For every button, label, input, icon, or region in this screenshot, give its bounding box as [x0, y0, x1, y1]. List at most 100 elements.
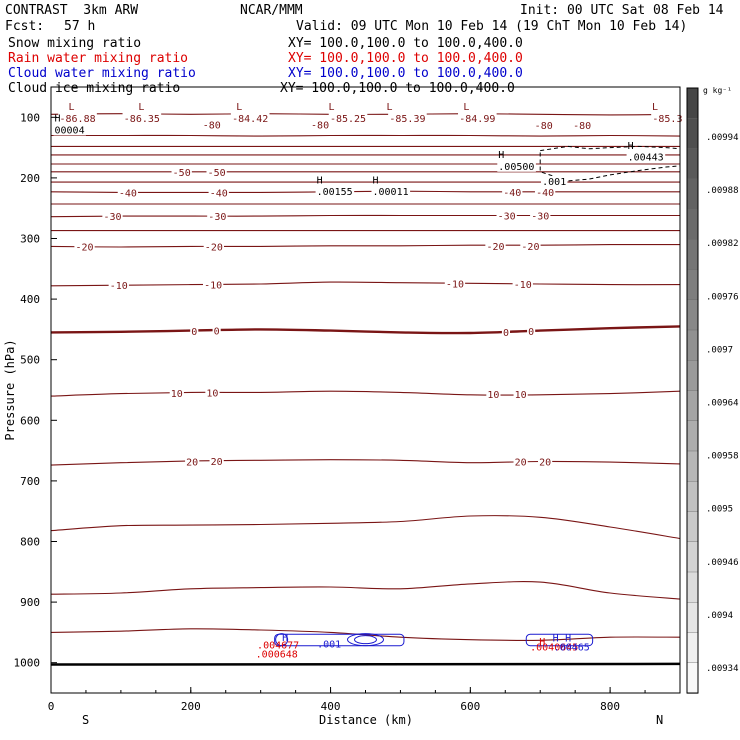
low-marker: L	[386, 102, 392, 113]
axes: 0 200 400 600 800100200300400500600700800900…	[14, 111, 681, 713]
isotherm-label: -80	[203, 121, 221, 132]
colorbar-swatch	[686, 420, 699, 452]
legend-rain: Rain water mixing ratio	[8, 51, 189, 66]
temperature-contours	[50, 171, 681, 666]
label-backdrop	[58, 112, 97, 124]
label-backdrop	[513, 456, 528, 468]
isotherm-label: -40	[210, 188, 228, 199]
isotherm-label: 0	[503, 328, 509, 339]
label-backdrop	[486, 389, 501, 401]
label-backdrop	[206, 166, 227, 178]
isotherm-label: 20	[211, 457, 223, 468]
label-backdrop	[190, 326, 199, 338]
colorbar-swatch	[686, 571, 699, 603]
x-tick-label: 400	[321, 700, 341, 713]
isotherm-label: 0	[191, 327, 197, 338]
label-backdrop	[502, 186, 523, 198]
colorbar-swatch	[686, 239, 699, 271]
colorbar-swatch	[686, 269, 699, 301]
isotherm-label: -84.99	[459, 114, 495, 125]
isotherm-label: 0	[214, 327, 220, 338]
cloud-water-contour	[347, 633, 384, 647]
ice-cloud-label: .001	[542, 177, 566, 188]
upper-isotherm--85	[50, 134, 681, 137]
rain-water-label: .0040645	[530, 642, 578, 653]
label-backdrop	[309, 119, 331, 131]
init-time: Init: 00 UTC Sat 08 Feb 14	[520, 3, 724, 18]
low-marker: L	[236, 102, 242, 113]
isotherm-30	[50, 515, 681, 540]
cloud-water-contour	[525, 633, 594, 647]
y-tick-label: 200	[20, 172, 40, 185]
label-backdrop	[74, 241, 95, 253]
label-backdrop	[230, 112, 270, 124]
isotherm-40	[50, 581, 681, 600]
isotherm-label: -85.25	[330, 114, 366, 125]
label-backdrop	[534, 186, 556, 198]
cloud-water-contour	[275, 633, 289, 647]
cloud-water-contour	[354, 635, 377, 645]
label-backdrop	[626, 151, 666, 163]
label-backdrop	[53, 124, 86, 136]
colorbar-swatch	[686, 118, 699, 150]
label-backdrop	[497, 160, 536, 172]
extremum-value: .00443	[628, 153, 664, 164]
isotherm-label: -20	[486, 242, 504, 253]
colorbar-swatch	[686, 481, 699, 513]
colorbar: .00934 .0094 .00946 .0095 .00958 .00964 .0097.…	[686, 87, 739, 694]
colorbar-tick-label: .00958	[706, 452, 739, 462]
low-marker: L	[138, 102, 144, 113]
isotherm-label: -10	[204, 281, 222, 292]
low-marker: L	[463, 102, 469, 113]
colorbar-tick-label: .00946	[706, 558, 739, 568]
colorbar-frame	[686, 87, 699, 694]
x-tick-label: 600	[460, 700, 480, 713]
x-axis-label: Distance (km)	[319, 713, 413, 727]
colorbar-swatch	[686, 602, 699, 634]
y-tick-label: 500	[20, 354, 40, 367]
label-backdrop	[572, 120, 593, 132]
isotherm--20	[50, 244, 681, 248]
extremum-value: .00500	[498, 162, 534, 173]
label-backdrop	[208, 187, 229, 199]
isotherm-label: -85.39	[389, 114, 425, 125]
label-backdrop	[444, 278, 466, 290]
colorbar-unit: g kg⁻¹	[703, 86, 732, 95]
low-marker: L	[652, 102, 658, 113]
colorbar-swatch	[686, 450, 699, 482]
colorbar-swatch	[686, 511, 699, 543]
high-marker: H	[54, 114, 60, 125]
colorbar-swatch	[686, 360, 699, 392]
label-backdrop	[527, 326, 536, 338]
y-tick-label: 600	[20, 414, 40, 427]
label-backdrop	[371, 186, 411, 198]
label-backdrop	[530, 210, 551, 222]
isotherm-label: -20	[76, 242, 94, 253]
label-backdrop	[541, 175, 568, 187]
isotherm-label: -30	[498, 211, 516, 222]
colorbar-tick-label: .00988	[706, 186, 739, 196]
isotherm-label: -30	[531, 211, 549, 222]
low-marker: L	[328, 102, 334, 113]
organization: NCAR/MMM	[240, 3, 303, 18]
colorbar-swatch	[686, 178, 699, 210]
label-backdrop	[501, 326, 511, 338]
isotherm-label: -80	[535, 121, 553, 132]
label-backdrop	[102, 211, 123, 223]
colorbar-swatch	[686, 662, 699, 694]
label-backdrop	[117, 187, 139, 199]
isotherm-label: -40	[119, 188, 137, 199]
high-marker: H	[372, 175, 378, 186]
dir-north: N	[656, 713, 663, 727]
colorbar-swatch	[686, 299, 699, 331]
extremum-value: .00011	[372, 187, 408, 198]
colorbar-swatch	[686, 208, 699, 240]
cloud-water-label: .00465	[554, 642, 590, 653]
isotherm-label: 10	[487, 390, 499, 401]
label-backdrop	[496, 210, 517, 222]
forecast-hours: 57 h	[64, 19, 96, 34]
colorbar-tick-label: .0095	[706, 505, 733, 515]
model-name: CONTRAST 3km ARW	[5, 3, 139, 18]
label-backdrop	[328, 112, 368, 124]
colorbar-swatch	[686, 632, 699, 664]
